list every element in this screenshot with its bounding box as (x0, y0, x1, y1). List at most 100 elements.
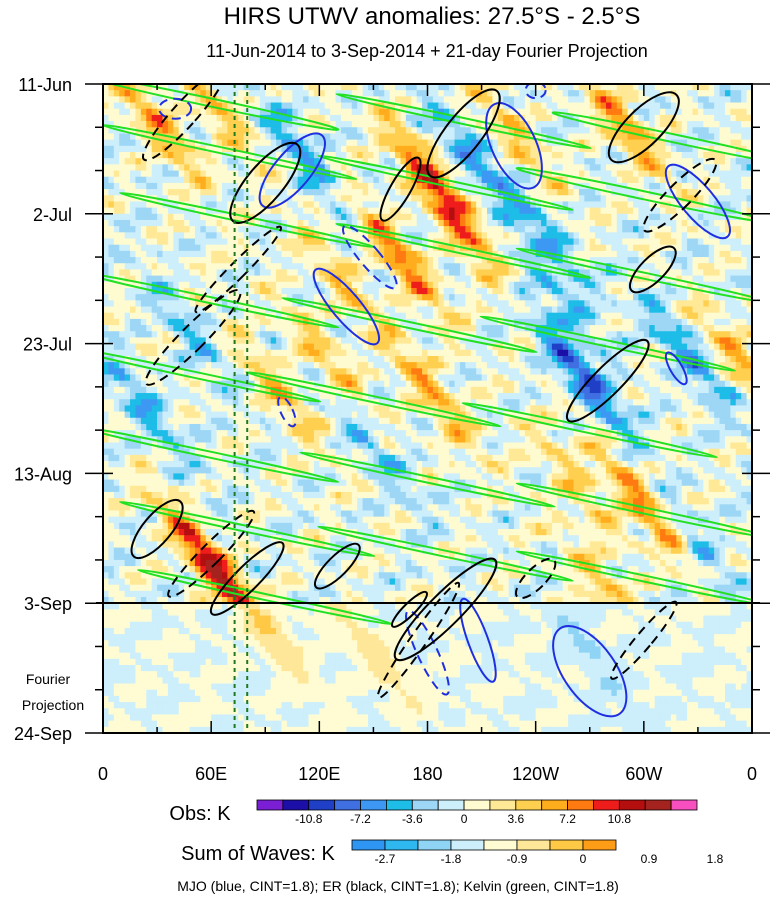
heatmap-cell (724, 84, 731, 91)
heatmap-cell (714, 263, 721, 270)
heatmap-cell (340, 201, 347, 209)
heatmap-cell (465, 170, 472, 178)
heatmap-cell (130, 263, 136, 270)
heatmap-cell (714, 133, 721, 141)
heatmap-cell (276, 195, 282, 202)
heatmap-cell (221, 244, 228, 252)
heatmap-cell (249, 84, 255, 91)
heatmap-cell (541, 244, 547, 252)
heatmap-cell (140, 158, 147, 165)
heatmap-cell (378, 158, 385, 165)
heatmap-cell (351, 84, 358, 91)
heatmap-cell (405, 213, 412, 221)
heatmap-cell (562, 158, 569, 165)
heatmap-cell (384, 287, 391, 295)
heatmap-cell (595, 176, 602, 184)
heatmap-cell (216, 232, 223, 240)
heatmap-cell (486, 275, 493, 283)
heatmap-cell (227, 170, 234, 178)
heatmap-cell (416, 145, 423, 153)
heatmap-cell (157, 250, 163, 258)
heatmap-cell (205, 263, 212, 270)
heatmap-cell (492, 151, 499, 159)
heatmap-cell (405, 145, 412, 153)
heatmap-cell (459, 219, 466, 227)
heatmap-cell (411, 263, 418, 270)
heatmap-cell (660, 263, 666, 270)
heatmap-cell (422, 306, 428, 314)
heatmap-cell (551, 164, 558, 172)
heatmap-cell (119, 158, 126, 165)
heatmap-cell (227, 232, 234, 240)
heatmap-cell (687, 294, 694, 301)
heatmap-cell (368, 287, 374, 295)
heatmap-cell (595, 263, 602, 270)
heatmap-cell (167, 213, 174, 221)
heatmap-cell (616, 226, 623, 233)
heatmap-cell (616, 195, 623, 202)
heatmap-cell (595, 151, 602, 159)
heatmap-cell (189, 158, 196, 165)
heatmap-cell (162, 108, 169, 116)
heatmap-cell (254, 226, 261, 233)
heatmap-cell (405, 337, 412, 345)
heatmap-cell (330, 238, 337, 246)
heatmap-cell (265, 337, 272, 345)
heatmap-cell (643, 170, 650, 178)
heatmap-cell (351, 201, 358, 209)
heatmap-cell (378, 306, 385, 314)
heatmap-cell (497, 201, 504, 209)
heatmap-cell (184, 164, 191, 172)
heatmap-cell (546, 102, 553, 110)
heatmap-cell (162, 170, 169, 178)
heatmap-cell (557, 294, 564, 301)
heatmap-cell (340, 164, 347, 172)
heatmap-cell (211, 219, 218, 227)
heatmap-cell (476, 275, 483, 283)
heatmap-cell (687, 164, 694, 172)
heatmap-cell (665, 114, 672, 122)
heatmap-cell (384, 121, 391, 128)
heatmap-cell (297, 133, 304, 141)
heatmap-cell (541, 213, 547, 221)
heatmap-cell (605, 287, 612, 295)
heatmap-cell (568, 108, 575, 116)
heatmap-cell (438, 158, 445, 165)
heatmap-cell (578, 325, 585, 332)
heatmap-cell (681, 213, 688, 221)
heatmap-cell (216, 300, 223, 308)
heatmap-cell (384, 158, 391, 165)
heatmap-cell (113, 232, 120, 240)
heatmap-cell (746, 263, 752, 270)
heatmap-cell (411, 108, 418, 116)
heatmap-cell (714, 232, 721, 240)
heatmap-cell (746, 164, 752, 172)
heatmap-cell (443, 195, 450, 202)
heatmap-cell (530, 232, 537, 240)
heatmap-cell (681, 331, 688, 338)
heatmap-cell (292, 90, 299, 97)
heatmap-cell (497, 127, 504, 134)
heatmap-cell (660, 318, 666, 326)
heatmap-cell (676, 170, 683, 178)
heatmap-cell (719, 294, 726, 301)
heatmap-cell (735, 182, 742, 190)
heatmap-cell (741, 281, 748, 289)
heatmap-cell (200, 318, 207, 326)
heatmap-cell (140, 318, 147, 326)
heatmap-cell (611, 201, 618, 209)
heatmap-cell (546, 219, 553, 227)
heatmap-cell (724, 102, 731, 110)
heatmap-cell (654, 121, 661, 128)
heatmap-cell (459, 226, 466, 233)
heatmap-cell (276, 275, 282, 283)
heatmap-cell (514, 312, 520, 320)
heatmap-cell (481, 318, 488, 326)
heatmap-cell (443, 114, 450, 122)
heatmap-cell (627, 114, 634, 122)
heatmap-cell (470, 90, 477, 97)
heatmap-cell (730, 312, 737, 320)
heatmap-cell (486, 306, 493, 314)
heatmap-cell (627, 102, 634, 110)
heatmap-cell (211, 176, 218, 184)
